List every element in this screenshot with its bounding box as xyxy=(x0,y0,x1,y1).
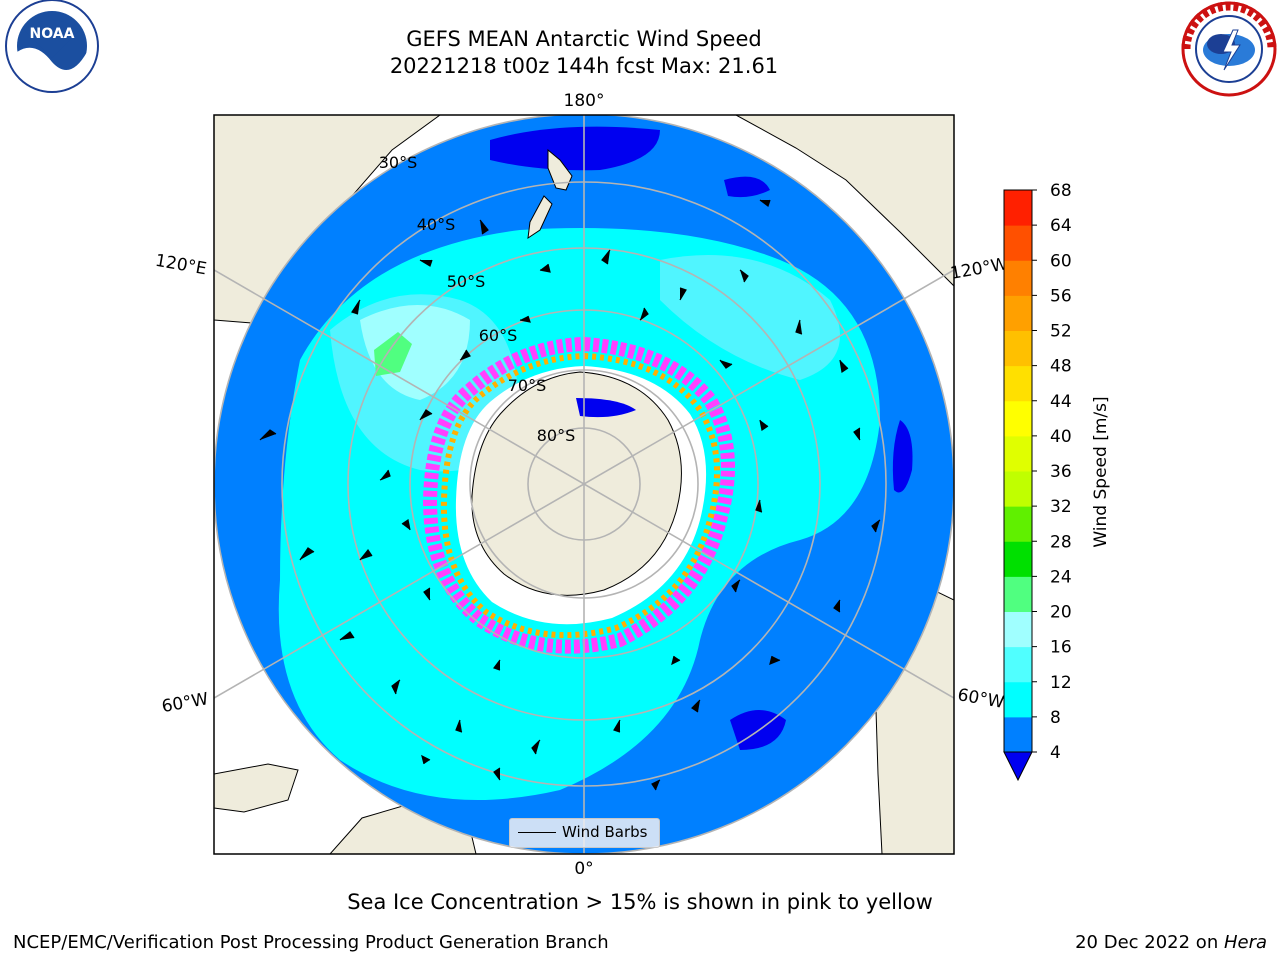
colorbar-tick-label: 68 xyxy=(1050,181,1072,201)
graticule xyxy=(214,115,954,854)
wind-band-20-24 xyxy=(374,332,412,376)
noaa-logo: NOAA xyxy=(5,0,99,93)
chart-subtitle: 20221218 t00z 144h fcst Max: 21.61 xyxy=(389,54,779,78)
chart-title: GEFS MEAN Antarctic Wind Speed xyxy=(406,27,762,51)
wind-band-0-4-north xyxy=(490,126,660,171)
wind-barbs xyxy=(259,199,881,791)
colorbar-bin xyxy=(1004,681,1032,718)
footer-credit: NCEP/EMC/Verification Post Processing Pr… xyxy=(13,932,609,953)
wind-barbs-legend: Wind Barbs xyxy=(509,818,660,848)
nws-logo xyxy=(1181,1,1277,97)
colorbar-bin xyxy=(1004,365,1032,402)
wind-barb-legend-line xyxy=(518,832,556,833)
colorbar-tick-label: 28 xyxy=(1050,532,1072,552)
lat-label-70s: 70°S xyxy=(508,376,547,395)
colorbar-bin xyxy=(1004,471,1032,507)
lat-label-60s: 60°S xyxy=(479,326,518,345)
noaa-logo-text: NOAA xyxy=(30,26,75,42)
wind-band-12-16-pacific xyxy=(660,255,840,380)
colorbar-tick-label: 8 xyxy=(1050,708,1061,728)
colorbar-tick-label: 56 xyxy=(1050,286,1072,306)
colorbar-tick-label: 36 xyxy=(1050,462,1072,482)
colorbar-bin xyxy=(1004,611,1032,648)
antarctica xyxy=(422,336,735,654)
lat-label-40s: 40°S xyxy=(417,215,456,234)
caption: Sea Ice Concentration > 15% is shown in … xyxy=(347,890,933,914)
lon-label-120w: 120°W xyxy=(949,254,1010,284)
colorbar-bin xyxy=(1004,330,1032,367)
lon-label-180: 180° xyxy=(564,91,605,111)
footer-date: 20 Dec 2022 on Hera xyxy=(1075,932,1267,953)
lat-label-30s: 30°S xyxy=(379,153,418,172)
colorbar-extend-arrow xyxy=(1003,751,1033,782)
wind-band-0-4-patch xyxy=(724,176,770,198)
colorbar-tick-label: 64 xyxy=(1050,216,1072,236)
colorbar-bin xyxy=(1004,225,1032,261)
new-zealand xyxy=(527,148,573,240)
colorbar-tick-label: 48 xyxy=(1050,357,1072,377)
colorbar-tick-label: 12 xyxy=(1050,673,1072,693)
colorbar-bin xyxy=(1004,295,1032,331)
colorbar-bin xyxy=(1004,506,1032,542)
colorbar-tick-label: 4 xyxy=(1050,743,1061,763)
colorbar-tick-label: 40 xyxy=(1050,427,1072,447)
lon-label-60w: 60°W xyxy=(956,685,1006,713)
map-frame xyxy=(213,114,955,855)
wind-band-0-4-east xyxy=(892,420,913,493)
colorbar-tick-label: 32 xyxy=(1050,497,1072,517)
ross-ice-shelf xyxy=(576,398,636,418)
colorbar-bin xyxy=(1004,646,1032,683)
colorbar-bin xyxy=(1004,400,1032,437)
colorbar-tick-label: 52 xyxy=(1050,322,1072,342)
lon-label-0: 0° xyxy=(574,859,593,879)
colorbar-tick-label: 24 xyxy=(1050,567,1072,587)
colorbar-bin xyxy=(1004,260,1032,296)
colorbar-bin xyxy=(1004,435,1032,472)
lon-label-60e: 60°W xyxy=(160,689,210,717)
meridian-60e-120w xyxy=(214,269,954,699)
lon-label-120e: 120°E xyxy=(154,251,208,280)
lat-label-50s: 50°S xyxy=(447,272,486,291)
wind-band-16-20 xyxy=(360,305,470,400)
lat-label-80s: 80°S xyxy=(537,426,576,445)
colorbar-bin xyxy=(1004,576,1032,612)
colorbar-bin xyxy=(1004,716,1032,753)
colorbar-tick-label: 16 xyxy=(1050,638,1072,658)
colorbar-bin xyxy=(1004,541,1032,577)
wind-barb-legend-label: Wind Barbs xyxy=(562,823,648,841)
sea-ice-ring-pink xyxy=(422,336,735,654)
footer-host: Hera xyxy=(1223,932,1267,953)
colorbar-label: Wind Speed [m/s] xyxy=(1091,396,1111,547)
colorbar-tick-label: 60 xyxy=(1050,251,1072,271)
colorbar-bin xyxy=(1004,190,1032,226)
colorbar-tick-label: 20 xyxy=(1050,603,1072,623)
footer-date-text: 20 Dec 2022 on xyxy=(1075,932,1224,953)
colorbar-tick-label: 44 xyxy=(1050,392,1072,412)
